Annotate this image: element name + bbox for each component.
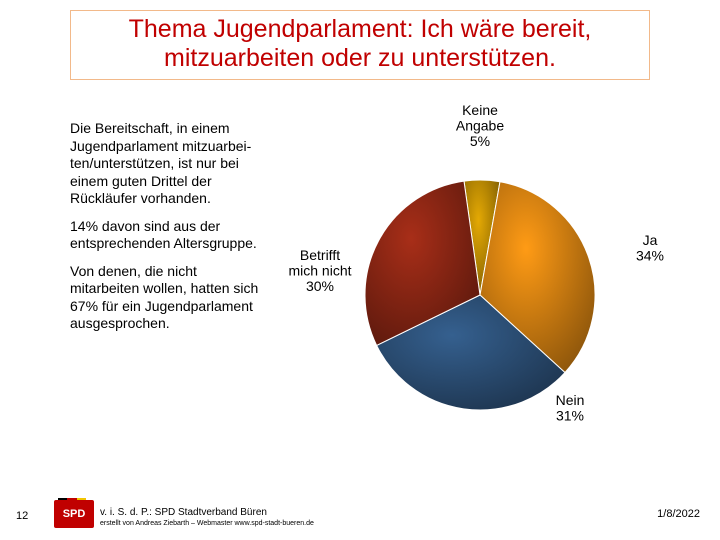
footer: 12 SPD v. i. S. d. P.: SPD Stadtverband … [0,498,720,530]
body-para-3: Von denen, die nicht mitarbeiten wollen,… [70,263,260,333]
pie-label-ja: Ja34% [636,232,664,263]
title-box: Thema Jugendparlament: Ich wäre bereit, … [70,10,650,80]
footer-date: 1/8/2022 [657,508,700,520]
body-text: Die Bereitschaft, in einem Jugendpar­lam… [70,120,260,343]
body-para-2: 14% davon sind aus der entsprechenden Al… [70,218,260,253]
page-number: 12 [16,510,28,522]
logo-text: SPD [63,508,86,520]
pie-label-nein: Nein31% [556,392,585,423]
footer-line1: v. i. S. d. P.: SPD Stadtverband Büren [100,507,314,519]
spd-logo: SPD [54,500,94,528]
footer-text: v. i. S. d. P.: SPD Stadtverband Büren e… [100,507,314,528]
pie-svg: KeineAngabe5% Ja34% Nein31% Betrifftmich ni… [280,95,700,455]
body-para-1: Die Bereitschaft, in einem Jugendpar­lam… [70,120,260,208]
slide-title: Thema Jugendparlament: Ich wäre bereit, … [77,15,643,73]
pie-label-keine-angabe: KeineAngabe5% [456,102,504,149]
pie-label-betrifft-mich-nicht: Betrifftmich nicht30% [288,247,351,294]
pie-chart: KeineAngabe5% Ja34% Nein31% Betrifftmich ni… [280,95,700,455]
slide: Thema Jugendparlament: Ich wäre bereit, … [0,0,720,540]
footer-line2: erstellt von Andreas Ziebarth – Webmaste… [100,520,314,528]
